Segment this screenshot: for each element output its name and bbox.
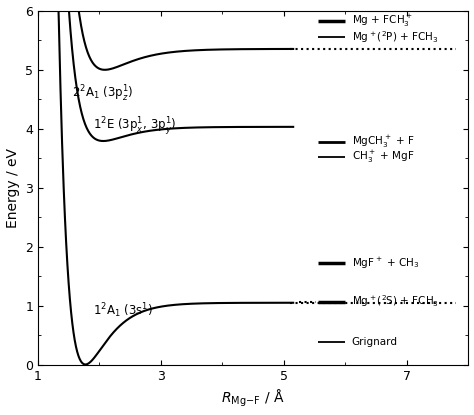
Text: 2$^2$A$_1$ (3p$_z^1$): 2$^2$A$_1$ (3p$_z^1$) (72, 84, 133, 104)
Text: MgF$^+$ + CH$_3$: MgF$^+$ + CH$_3$ (352, 256, 419, 271)
Text: Grignard: Grignard (352, 337, 398, 347)
Text: 1$^2$E (3p$_x^1$, 3p$_y^1$): 1$^2$E (3p$_x^1$, 3p$_y^1$) (93, 115, 177, 137)
Text: MgCH$_3^+$ + F: MgCH$_3^+$ + F (352, 134, 414, 150)
Text: CH$_3^+$ + MgF: CH$_3^+$ + MgF (352, 149, 414, 165)
X-axis label: $R_{\mathrm{Mg\!-\!F}}$ / Å: $R_{\mathrm{Mg\!-\!F}}$ / Å (221, 388, 285, 410)
Text: 1$^2$A$_1$ (3s$^1$): 1$^2$A$_1$ (3s$^1$) (93, 302, 154, 320)
Text: Mg + FCH$_3^+$: Mg + FCH$_3^+$ (352, 13, 412, 29)
Text: Mg$^+$($^2$S) + FCH$_3$: Mg$^+$($^2$S) + FCH$_3$ (352, 294, 438, 310)
Text: Mg$^+$($^2$P) + FCH$_3$: Mg$^+$($^2$P) + FCH$_3$ (352, 29, 438, 45)
Y-axis label: Energy / eV: Energy / eV (6, 148, 19, 228)
